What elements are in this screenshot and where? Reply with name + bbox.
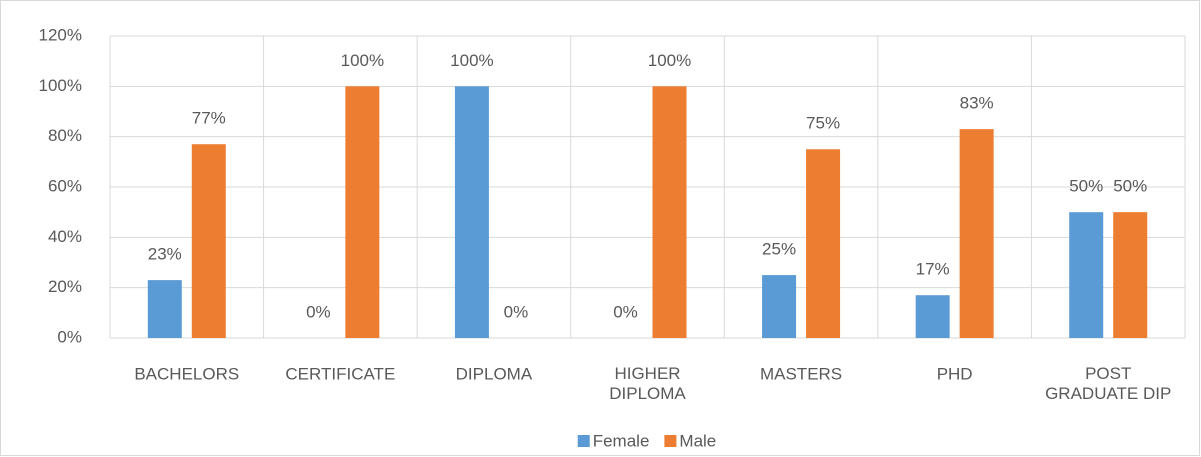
y-tick-label: 0%: [57, 327, 82, 346]
value-label: 0%: [504, 302, 529, 321]
y-tick-label: 20%: [48, 277, 82, 296]
value-label: 17%: [916, 260, 950, 279]
value-label: 75%: [806, 114, 840, 133]
value-label: 50%: [1069, 177, 1103, 196]
bar: [806, 149, 841, 338]
x-tick-label: CERTIFICATE: [285, 364, 395, 383]
y-tick-label: 100%: [39, 76, 82, 95]
value-label: 23%: [148, 245, 182, 264]
legend-label: Female: [593, 431, 650, 450]
x-tick-label: PHD: [937, 364, 973, 383]
legend-swatch: [664, 435, 677, 447]
bar: [1069, 212, 1104, 338]
y-tick-label: 120%: [39, 25, 82, 44]
bar: [345, 86, 380, 338]
x-tick-label: BACHELORS: [134, 364, 239, 383]
y-tick-label: 60%: [48, 176, 82, 195]
x-tick-label: DIPLOMA: [456, 364, 533, 383]
value-label: 25%: [762, 240, 796, 259]
bar: [915, 295, 950, 338]
bar: [1113, 212, 1148, 338]
value-label: 100%: [341, 51, 384, 70]
value-label: 100%: [450, 51, 493, 70]
y-tick-label: 40%: [48, 227, 82, 246]
bar: [191, 144, 226, 338]
bar: [959, 129, 994, 338]
bar: [652, 86, 687, 338]
legend-label: Male: [679, 431, 716, 450]
x-tick-label: POST GRADUATE DIP: [1045, 364, 1171, 403]
legend-swatch: [577, 435, 590, 447]
bar: [762, 275, 797, 338]
x-tick-label: MASTERS: [760, 364, 842, 383]
value-label: 77%: [192, 109, 226, 128]
value-label: 0%: [306, 302, 331, 321]
bar: [147, 280, 182, 338]
y-tick-label: 80%: [48, 126, 82, 145]
x-tick-label: HIGHER DIPLOMA: [609, 364, 686, 403]
bar: [454, 86, 489, 338]
value-label: 50%: [1113, 177, 1147, 196]
value-label: 100%: [648, 51, 691, 70]
value-label: 83%: [960, 94, 994, 113]
value-label: 0%: [613, 302, 638, 321]
